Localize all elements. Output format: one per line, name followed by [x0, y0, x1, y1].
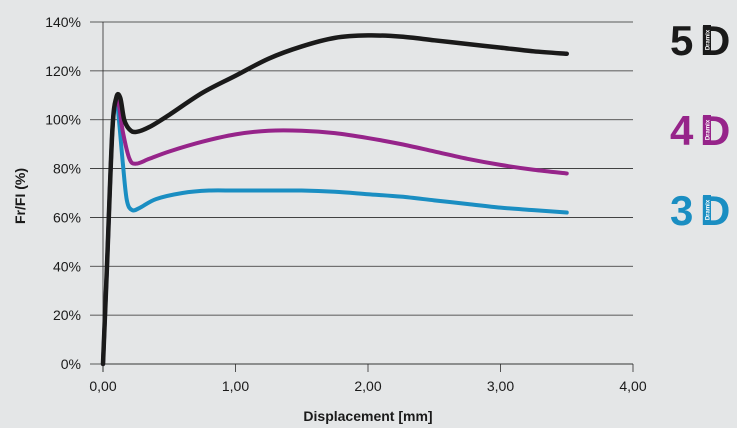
y-tick-label: 0% — [61, 356, 81, 372]
y-tick-label: 20% — [53, 307, 81, 323]
y-tick-label: 40% — [53, 258, 81, 274]
y-tick-label: 100% — [45, 112, 81, 128]
y-tick-label: 120% — [45, 63, 81, 79]
series-line-3D — [101, 97, 569, 366]
y-tick-label: 80% — [53, 161, 81, 177]
axes — [102, 22, 633, 372]
logo-brand-text: Dramix — [706, 29, 712, 50]
grid-lines — [90, 21, 633, 365]
logo-number: 4 — [670, 107, 694, 154]
x-tick-label: 2,00 — [354, 378, 381, 394]
logo-brand-band — [703, 115, 711, 145]
logo-brand-text: Dramix — [706, 199, 712, 220]
series-line-4D — [101, 96, 569, 366]
y-axis-title: Fr/FI (%) — [12, 168, 28, 224]
x-tick-label: 1,00 — [222, 378, 249, 394]
y-tick-labels: 0% 20% 40% 60% 80% 100% 120% 140% — [45, 14, 81, 372]
y-tick-label: 140% — [45, 14, 81, 30]
x-tick-label: 4,00 — [619, 378, 646, 394]
series-line-5D — [100, 33, 569, 367]
x-axis-title: Displacement [mm] — [303, 408, 432, 424]
logo-brand-band — [703, 25, 711, 55]
logo-brand-text: Dramix — [706, 119, 712, 140]
logo-brand-band — [703, 195, 711, 225]
logo-number: 3 — [670, 187, 693, 234]
series-lines — [100, 33, 569, 367]
x-tick-label: 0,00 — [89, 378, 116, 394]
x-tick-label: 3,00 — [487, 378, 514, 394]
logo-number: 5 — [670, 17, 693, 64]
y-tick-label: 60% — [53, 209, 81, 225]
x-tick-labels: 0,00 1,00 2,00 3,00 4,00 — [89, 364, 647, 394]
